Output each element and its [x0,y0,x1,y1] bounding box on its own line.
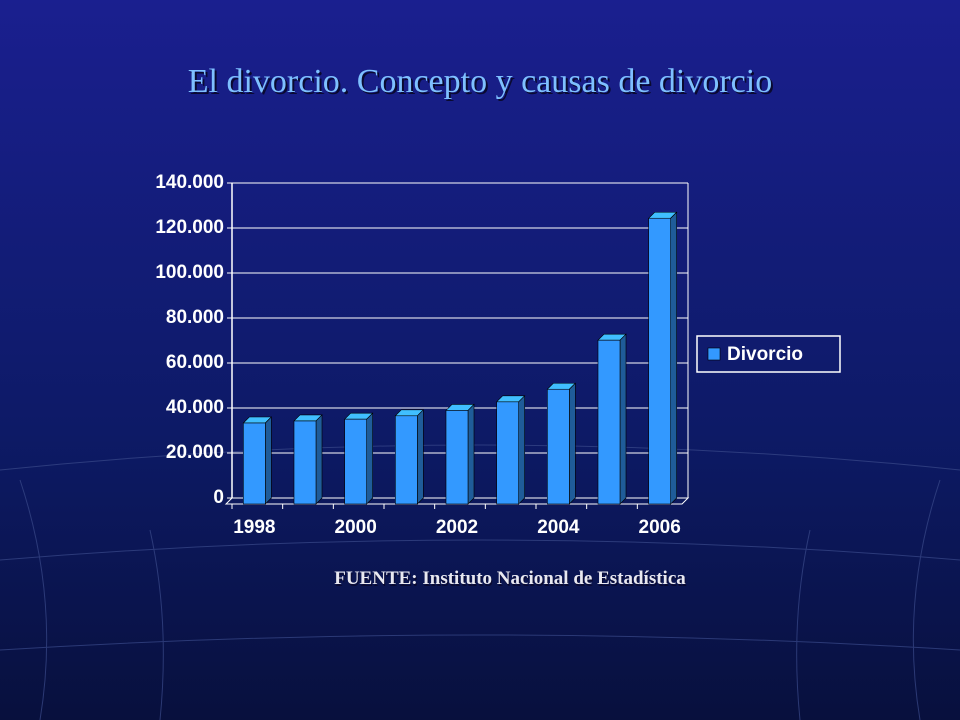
globe-lines [0,444,960,720]
source-shadow: FUENTE: Instituto Nacional de Estadístic… [335,570,687,591]
bar-side [366,412,373,505]
bar [344,418,367,505]
bar [597,339,621,505]
y-tick-label: 140.000 [155,172,224,193]
chart-title: El divorcio. Concepto y causas de divorc… [188,63,772,100]
y-tick-label: 0 [213,487,224,508]
bar [496,401,519,505]
source-note: FUENTE: Instituto Nacional de Estadístic… [334,568,686,589]
floor [224,497,690,505]
bar-side [265,416,272,505]
title-shadow: El divorcio. Concepto y causas de divorc… [190,65,774,102]
bar-side [315,414,323,505]
y-tick-label: 60.000 [166,352,224,373]
bar-side [417,409,424,505]
y-tick-label: 40.000 [166,397,224,418]
bar-side [670,211,677,505]
x-tick-label: 2002 [436,517,478,538]
legend-swatch [707,347,721,361]
x-tick-label: 1998 [233,517,275,538]
bar [445,410,469,505]
y-tick-label: 100.000 [155,262,224,283]
bar [243,422,266,505]
bar [293,420,317,505]
bar [547,388,570,505]
y-tick-label: 80.000 [166,307,224,328]
y-tick-label: 120.000 [155,217,224,238]
bar-side [467,403,475,505]
bar-side [518,395,525,505]
x-tick-label: 2006 [639,517,681,538]
legend-label: Divorcio [727,344,803,365]
bar-side [619,333,627,505]
legend-box [696,335,841,373]
x-tick-label: 2000 [335,517,377,538]
chart: 0 20.000 40.000 60.000 80.000 100.000 120.000 1… [155,172,841,538]
bar [395,415,418,505]
bar-side [569,382,576,505]
bar [648,217,671,505]
x-tick-label: 2004 [537,517,580,538]
y-tick-label: 20.000 [166,442,224,463]
